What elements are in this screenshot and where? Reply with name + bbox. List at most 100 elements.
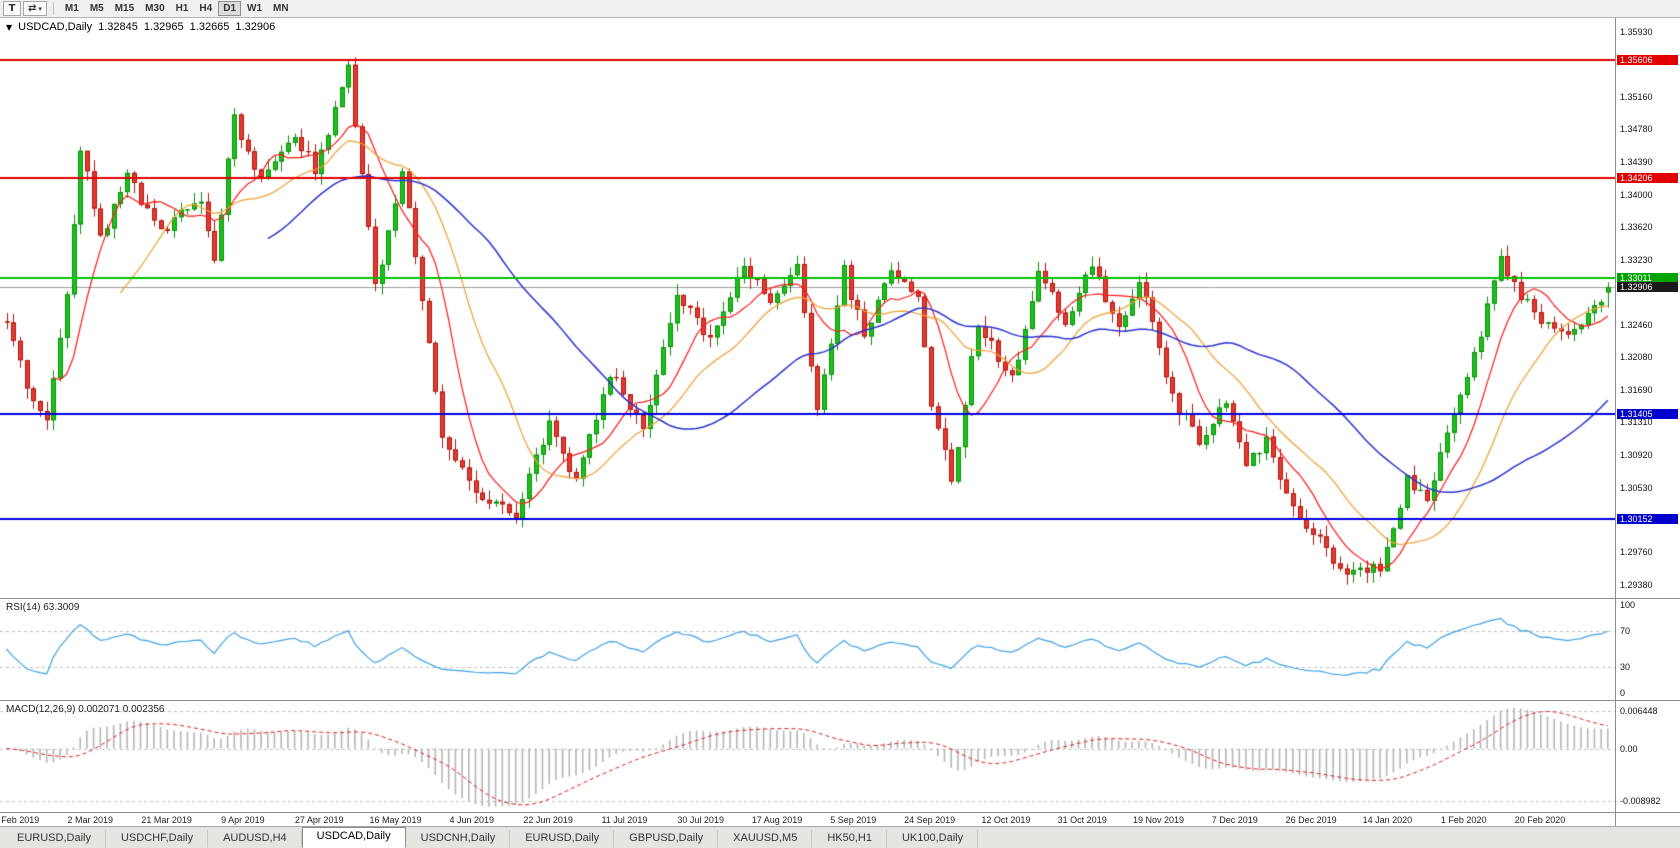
date-tick-label: 24 Sep 2019 [904, 815, 956, 825]
date-tick-label: 4 Jun 2019 [449, 815, 495, 825]
price-tick-label: 1.32460 [1620, 319, 1653, 330]
chart-toolbar: T ⇄ ▾ M1 M5 M15 M30 H1 H4 D1 W1 MN [0, 0, 1680, 18]
price-level-badge: 1.31405 [1617, 408, 1678, 419]
price-level-badge: 1.32906 [1617, 282, 1678, 293]
chart-window: ▼ USDCAD,Daily 1.32845 1.32965 1.32665 1… [0, 18, 1680, 826]
chart-tab-eurusd-daily[interactable]: EURUSD,Daily [2, 829, 106, 848]
rsi-tick-label: 0 [1620, 688, 1626, 698]
rsi-tick-label: 100 [1620, 600, 1636, 610]
macd-panel: MACD(12,26,9) 0.002071 0.002356 0.006448… [0, 701, 1680, 812]
type-tool-button[interactable]: T [3, 1, 21, 16]
date-tick-label: 7 Dec 2019 [1211, 815, 1258, 825]
price-level-badge: 1.35606 [1617, 54, 1678, 65]
macd-axis[interactable]: 0.006448 0.00 -0.008982 [1615, 701, 1680, 812]
toolbar-separator [52, 2, 54, 15]
price-tick-label: 1.30530 [1620, 482, 1653, 493]
chart-mode-dropdown-button[interactable]: ⇄ ▾ [23, 1, 47, 16]
price-level-badge: 1.33011 [1617, 273, 1678, 284]
chart-tab-eurusd-daily[interactable]: EURUSD,Daily [510, 829, 615, 848]
macd-tick-label: 0.006448 [1620, 706, 1658, 716]
price-tick-label: 1.30920 [1620, 449, 1653, 460]
date-tick-label: 27 Apr 2019 [294, 815, 344, 825]
chart-tab-xauusd-m5[interactable]: XAUUSD,M5 [718, 829, 813, 848]
date-tick-label: 31 Oct 2019 [1057, 815, 1107, 825]
price-tick-label: 1.32080 [1620, 351, 1653, 362]
rsi-tick-label: 70 [1620, 626, 1631, 637]
macd-chart-canvas[interactable] [0, 701, 1615, 812]
chart-symbol-label: USDCAD,Daily [18, 21, 93, 33]
price-tick-label: 1.29760 [1620, 547, 1653, 558]
price-panel: ▼ USDCAD,Daily 1.32845 1.32965 1.32665 1… [0, 18, 1680, 598]
date-axis-corner [1615, 813, 1680, 826]
swap-arrows-icon: ⇄ [28, 3, 37, 14]
macd-tick-label: -0.008982 [1620, 796, 1661, 806]
price-tick-label: 1.29380 [1620, 579, 1653, 590]
chart-ohlc-header: ▼ USDCAD,Daily 1.32845 1.32965 1.32665 1… [6, 21, 275, 33]
chart-tab-hk50-h1[interactable]: HK50,H1 [812, 829, 887, 848]
date-tick-label: 30 Jul 2019 [677, 815, 724, 825]
ohlc-high-value: 1.32965 [143, 21, 184, 33]
chart-tab-audusd-h4[interactable]: AUDUSD,H4 [208, 829, 302, 848]
date-tick-label: 26 Dec 2019 [1285, 815, 1337, 825]
price-chart-canvas[interactable] [0, 18, 1615, 598]
date-axis[interactable]: 12 Feb 2019 2 Mar 2019 21 Mar 2019 9 Apr 20… [0, 812, 1680, 826]
price-tick-label: 1.35160 [1620, 92, 1653, 103]
rsi-chart-canvas[interactable] [0, 599, 1615, 700]
price-tick-label: 1.33620 [1620, 222, 1653, 233]
price-tick-label: 1.34390 [1620, 157, 1653, 168]
date-tick-label: 22 Jun 2019 [523, 815, 573, 825]
chart-tab-gbpusd-daily[interactable]: GBPUSD,Daily [614, 829, 719, 848]
panel-splitter-macd[interactable] [0, 700, 1680, 701]
chart-tab-usdchf-daily[interactable]: USDCHF,Daily [106, 829, 209, 848]
chart-tab-usdcad-daily[interactable]: USDCAD,Daily [301, 827, 406, 848]
ohlc-close-value: 1.32906 [235, 21, 276, 33]
timeframe-button-h4[interactable]: H4 [194, 1, 217, 16]
price-level-badge: 1.34206 [1617, 172, 1678, 183]
date-tick-label: 12 Oct 2019 [981, 815, 1031, 825]
date-tick-label: 9 Apr 2019 [221, 815, 265, 825]
rsi-indicator-label: RSI(14) 63.3009 [6, 602, 80, 613]
chart-tab-usdcnh-daily[interactable]: USDCNH,Daily [406, 829, 511, 848]
date-tick-label: 19 Nov 2019 [1132, 815, 1185, 825]
macd-tick-label: 0.00 [1620, 743, 1638, 754]
rsi-axis[interactable]: 100 70 30 0 [1615, 599, 1680, 700]
price-tick-label: 1.34780 [1620, 124, 1653, 135]
ohlc-open-value: 1.32845 [98, 21, 138, 33]
date-tick-label: 2 Mar 2019 [67, 815, 114, 825]
chart-collapse-icon[interactable]: ▼ [6, 22, 13, 32]
chart-tab-uk100-daily[interactable]: UK100,Daily [887, 829, 979, 848]
date-tick-label: 1 Feb 2020 [1440, 815, 1487, 825]
ohlc-low-value: 1.32665 [189, 21, 230, 33]
timeframe-group: M1 M5 M15 M30 H1 H4 D1 W1 MN [60, 1, 294, 16]
timeframe-button-m15[interactable]: M15 [110, 1, 139, 16]
price-tick-label: 1.35930 [1620, 27, 1653, 38]
macd-indicator-label: MACD(12,26,9) 0.002071 0.002356 [6, 704, 165, 715]
price-tick-label: 1.31310 [1620, 416, 1653, 427]
date-tick-label: 11 Jul 2019 [601, 815, 648, 825]
date-tick-label: 5 Sep 2019 [830, 815, 877, 825]
timeframe-button-m5[interactable]: M5 [85, 1, 109, 16]
dropdown-caret-icon: ▾ [38, 4, 42, 13]
price-tick-label: 1.34000 [1620, 190, 1653, 201]
timeframe-button-mn[interactable]: MN [268, 1, 294, 16]
date-tick-label: 21 Mar 2019 [141, 815, 192, 825]
date-tick-label: 16 May 2019 [369, 815, 422, 825]
price-tick-label: 1.31690 [1620, 384, 1653, 395]
date-tick-label: 17 Aug 2019 [751, 815, 803, 825]
price-tick-label: 1.33230 [1620, 254, 1653, 265]
panel-splitter-rsi[interactable] [0, 598, 1680, 599]
date-tick-label: 20 Feb 2020 [1514, 815, 1566, 825]
price-axis[interactable]: 1.35930 1.35160 1.34780 1.34390 1.34000 1.336… [1615, 18, 1680, 598]
date-tick-label: 14 Jan 2020 [1362, 815, 1413, 825]
date-tick-label: 12 Feb 2019 [0, 815, 40, 825]
chart-tabs-bar: EURUSD,Daily USDCHF,Daily AUDUSD,H4 USDCAD,… [0, 826, 1680, 848]
timeframe-button-w1[interactable]: W1 [242, 1, 267, 16]
timeframe-button-m1[interactable]: M1 [60, 1, 84, 16]
timeframe-button-h1[interactable]: H1 [171, 1, 194, 16]
rsi-panel: RSI(14) 63.3009 100 70 30 0 [0, 599, 1680, 700]
rsi-tick-label: 30 [1620, 661, 1631, 672]
price-level-badge: 1.30152 [1617, 514, 1678, 525]
timeframe-button-m30[interactable]: M30 [140, 1, 169, 16]
timeframe-button-d1[interactable]: D1 [218, 1, 242, 16]
